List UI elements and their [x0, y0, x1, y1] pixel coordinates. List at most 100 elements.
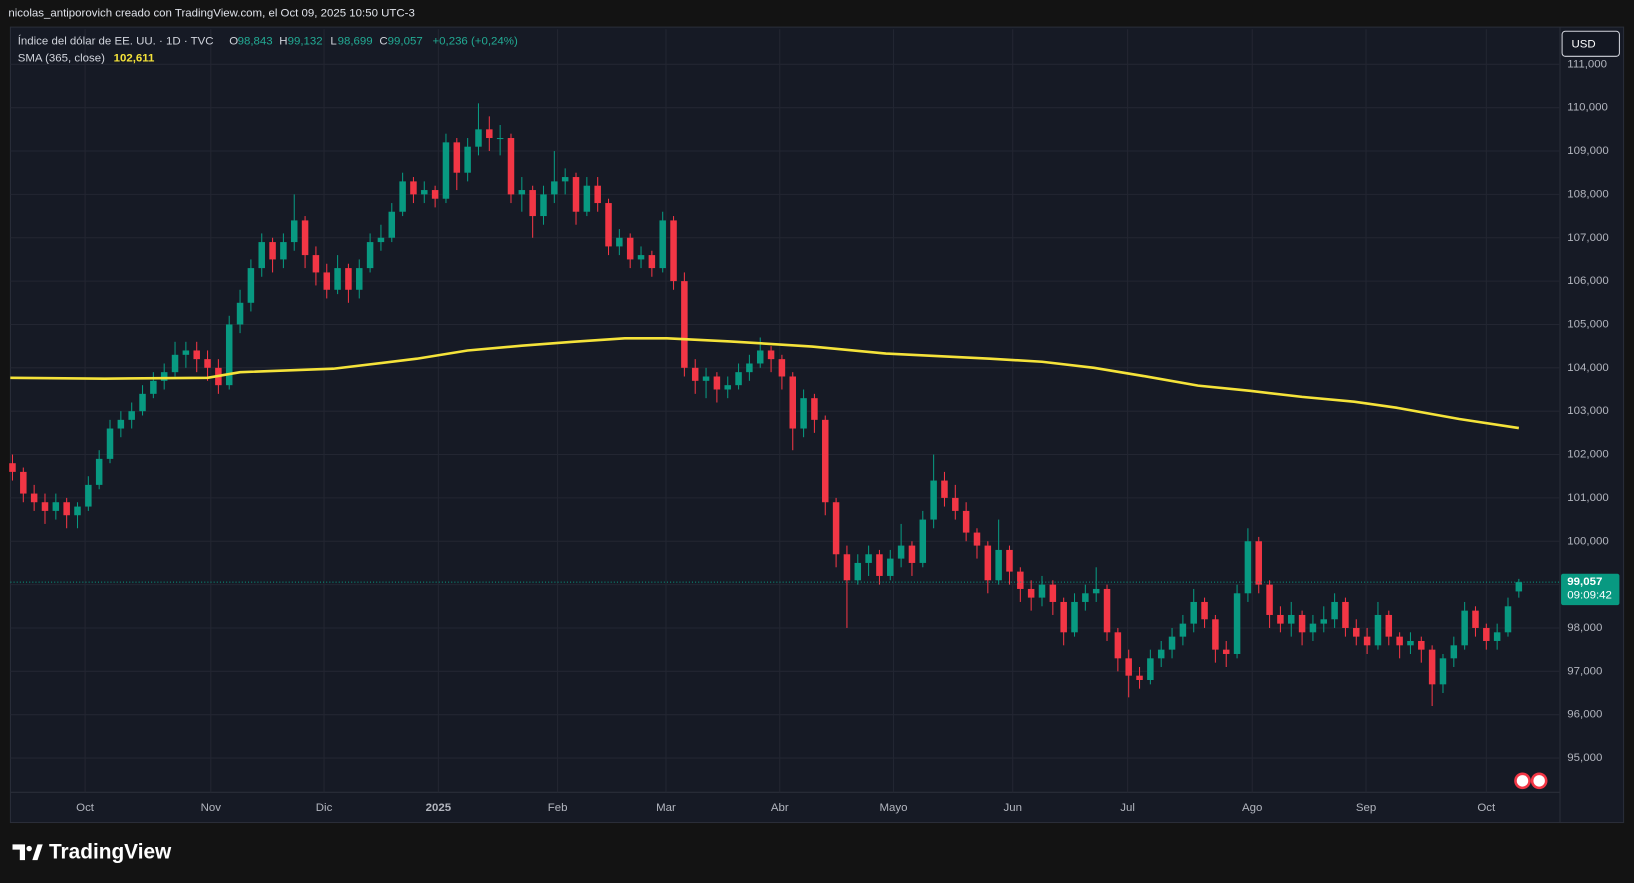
candle-body: [1244, 541, 1252, 594]
sma-value: 102,611: [114, 52, 155, 64]
candle-body: [1255, 541, 1262, 585]
candle-body: [95, 458, 103, 485]
candle-body: [182, 350, 190, 355]
y-tick-label: 97,000: [1567, 665, 1602, 677]
candle-body: [496, 138, 504, 140]
candle-body: [1461, 610, 1468, 646]
sma-name[interactable]: SMA (365, close): [18, 52, 105, 64]
candle-body: [518, 190, 526, 195]
candle-body: [1082, 593, 1089, 602]
candle-body: [410, 181, 417, 195]
candle-body: [811, 398, 818, 420]
candle-body: [247, 268, 255, 303]
x-tick-label: Dic: [316, 802, 333, 814]
candle-body: [225, 324, 233, 386]
candle-body: [1027, 588, 1035, 598]
candle-body: [843, 554, 851, 581]
candle-body: [822, 419, 829, 503]
candle-body: [605, 203, 612, 247]
candle-body: [1396, 636, 1403, 646]
candle-body: [1472, 610, 1479, 628]
candle-body: [345, 268, 352, 290]
candle-body: [171, 354, 179, 373]
candle-body: [724, 385, 731, 390]
candle-body: [30, 493, 38, 503]
candle-body: [1222, 649, 1230, 654]
candle-body: [74, 506, 81, 516]
y-tick-label: 103,000: [1567, 405, 1608, 417]
candle-body: [280, 242, 287, 260]
candle-body: [1212, 619, 1219, 650]
candle-body: [9, 463, 16, 472]
candle-body: [442, 142, 450, 199]
logo-mark: [26, 845, 32, 852]
candle-body: [941, 480, 948, 498]
y-tick-label: 106,000: [1567, 275, 1608, 287]
candle-body: [930, 480, 937, 520]
legend-field: L: [330, 36, 336, 48]
candle-body: [323, 272, 331, 290]
x-tick-label: Jun: [1004, 802, 1022, 814]
candle-body: [377, 237, 385, 243]
candle-body: [1179, 623, 1187, 637]
footer-logo: TradingView: [12, 840, 172, 863]
candle-body: [1038, 584, 1046, 598]
candle-body: [431, 190, 439, 199]
candle-body: [1017, 571, 1024, 589]
event-flags[interactable]: [1514, 772, 1548, 790]
candle-body: [540, 194, 547, 217]
candle-body: [139, 393, 146, 412]
x-tick-label: Feb: [548, 802, 568, 814]
legend-field: C: [379, 36, 387, 48]
candle-body: [1049, 584, 1057, 602]
candle-body: [1157, 649, 1165, 659]
candle-body: [648, 255, 656, 269]
candle-body: [767, 350, 775, 360]
candle-body: [637, 255, 645, 260]
x-tick-label: Abr: [771, 802, 789, 814]
candle-body: [756, 350, 764, 364]
legend-value: 99,132: [288, 36, 323, 48]
legend-field: H: [279, 36, 287, 48]
candle-body: [529, 190, 536, 217]
byline: nicolas_antiporovich creado con TradingV…: [8, 8, 415, 20]
candle-body: [962, 510, 970, 533]
candle-body: [52, 502, 60, 511]
candle-body: [1353, 627, 1360, 637]
candle-body: [583, 185, 591, 212]
candle-body: [312, 255, 320, 273]
legend-value: 99,057: [388, 36, 423, 48]
currency-button[interactable]: [1561, 30, 1620, 57]
x-tick-label: Mar: [656, 802, 676, 814]
candle-body: [670, 220, 677, 282]
candle-body: [626, 237, 634, 260]
last-price-tag: [1561, 573, 1620, 606]
candle-body: [1428, 649, 1436, 685]
legend-value: 98,843: [238, 36, 273, 48]
candle-body: [85, 484, 92, 507]
candle-body: [1114, 632, 1122, 659]
candle-body: [507, 138, 515, 195]
countdown-label: 09:09:42: [1567, 590, 1612, 602]
candle-body: [128, 411, 135, 420]
candle-body: [117, 419, 125, 429]
candle-body: [334, 268, 341, 290]
x-tick-label: Oct: [1477, 802, 1496, 814]
candle-body: [1418, 640, 1425, 650]
sma-line: [10, 336, 1520, 430]
y-tick-label: 110,000: [1567, 102, 1608, 114]
candle-body: [789, 376, 796, 429]
candle-body: [1006, 549, 1013, 572]
candle-body: [464, 146, 471, 173]
logo-mark: [32, 844, 43, 861]
candle-body: [572, 177, 580, 212]
y-tick-label: 96,000: [1567, 709, 1602, 721]
candle-body: [973, 532, 981, 546]
candle-body: [1385, 614, 1393, 637]
symbol-title: Índice del dólar de EE. UU. · 1D · TVC: [18, 35, 214, 48]
candle-body: [1331, 601, 1338, 620]
candle-body: [421, 190, 428, 195]
brand: TradingView: [49, 840, 172, 863]
